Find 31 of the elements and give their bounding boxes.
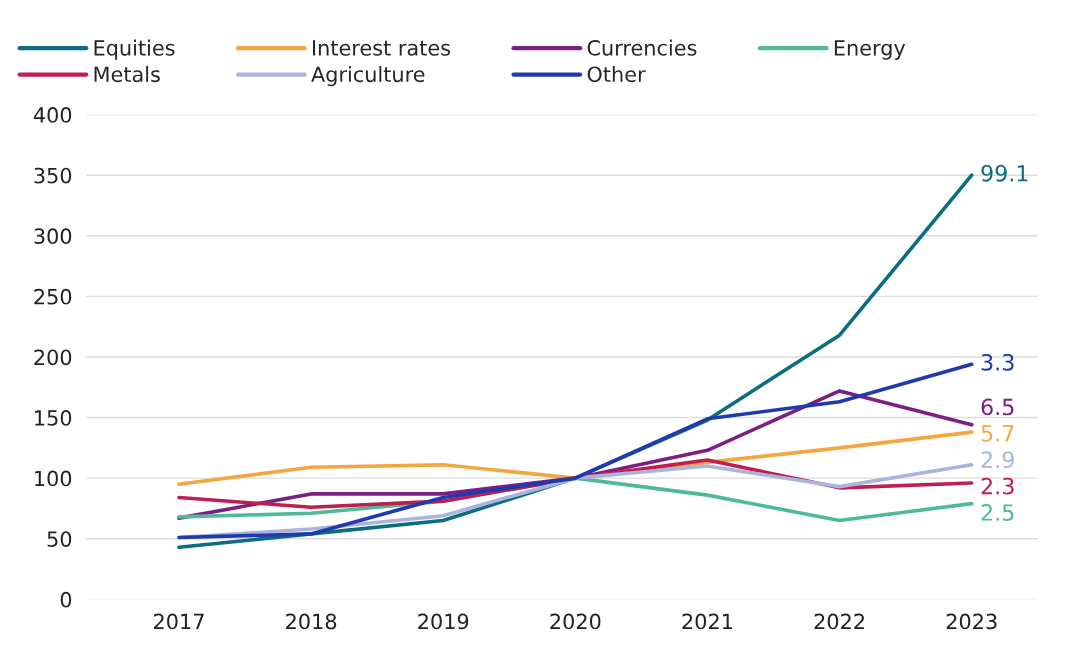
legend-label: Other xyxy=(587,66,646,83)
annotation: 2.9 xyxy=(981,451,1014,469)
legend-label: Interest rates xyxy=(313,40,450,56)
y-tick-label: 150 xyxy=(35,410,72,426)
x-tick-label: 2019 xyxy=(418,613,469,630)
y-tick-label: 50 xyxy=(47,531,72,547)
y-tick-label: 350 xyxy=(34,167,72,184)
y-tick-label: 300 xyxy=(34,228,72,245)
line-series xyxy=(177,362,974,540)
x-tick-label: 2017 xyxy=(153,613,204,630)
legend-label: Agriculture xyxy=(311,66,425,87)
x-tick-label: 2022 xyxy=(814,613,864,630)
x-tick-label: 2021 xyxy=(682,613,733,630)
legend-label: Energy xyxy=(834,40,906,60)
annotation: 2.5 xyxy=(981,504,1014,521)
y-tick-label: 400 xyxy=(33,107,72,123)
annotation: 5.7 xyxy=(981,425,1014,442)
legend-label: Currencies xyxy=(587,39,697,56)
y-tick-label: 200 xyxy=(34,349,72,366)
y-tick-label: 100 xyxy=(35,470,72,487)
annotation: 2.3 xyxy=(981,477,1014,495)
annotation: 99.1 xyxy=(981,164,1028,182)
x-tick-label: 2018 xyxy=(286,613,337,630)
annotation: 6.5 xyxy=(981,398,1014,416)
annotation: 3.3 xyxy=(981,353,1014,371)
y-tick-label: 250 xyxy=(34,288,72,305)
y-tick-label: 0 xyxy=(60,591,72,608)
legend-label: Equities xyxy=(94,39,175,60)
x-tick-label: 2023 xyxy=(946,613,997,630)
legend-label: Metals xyxy=(94,66,160,83)
x-tick-label: 2020 xyxy=(550,613,601,630)
